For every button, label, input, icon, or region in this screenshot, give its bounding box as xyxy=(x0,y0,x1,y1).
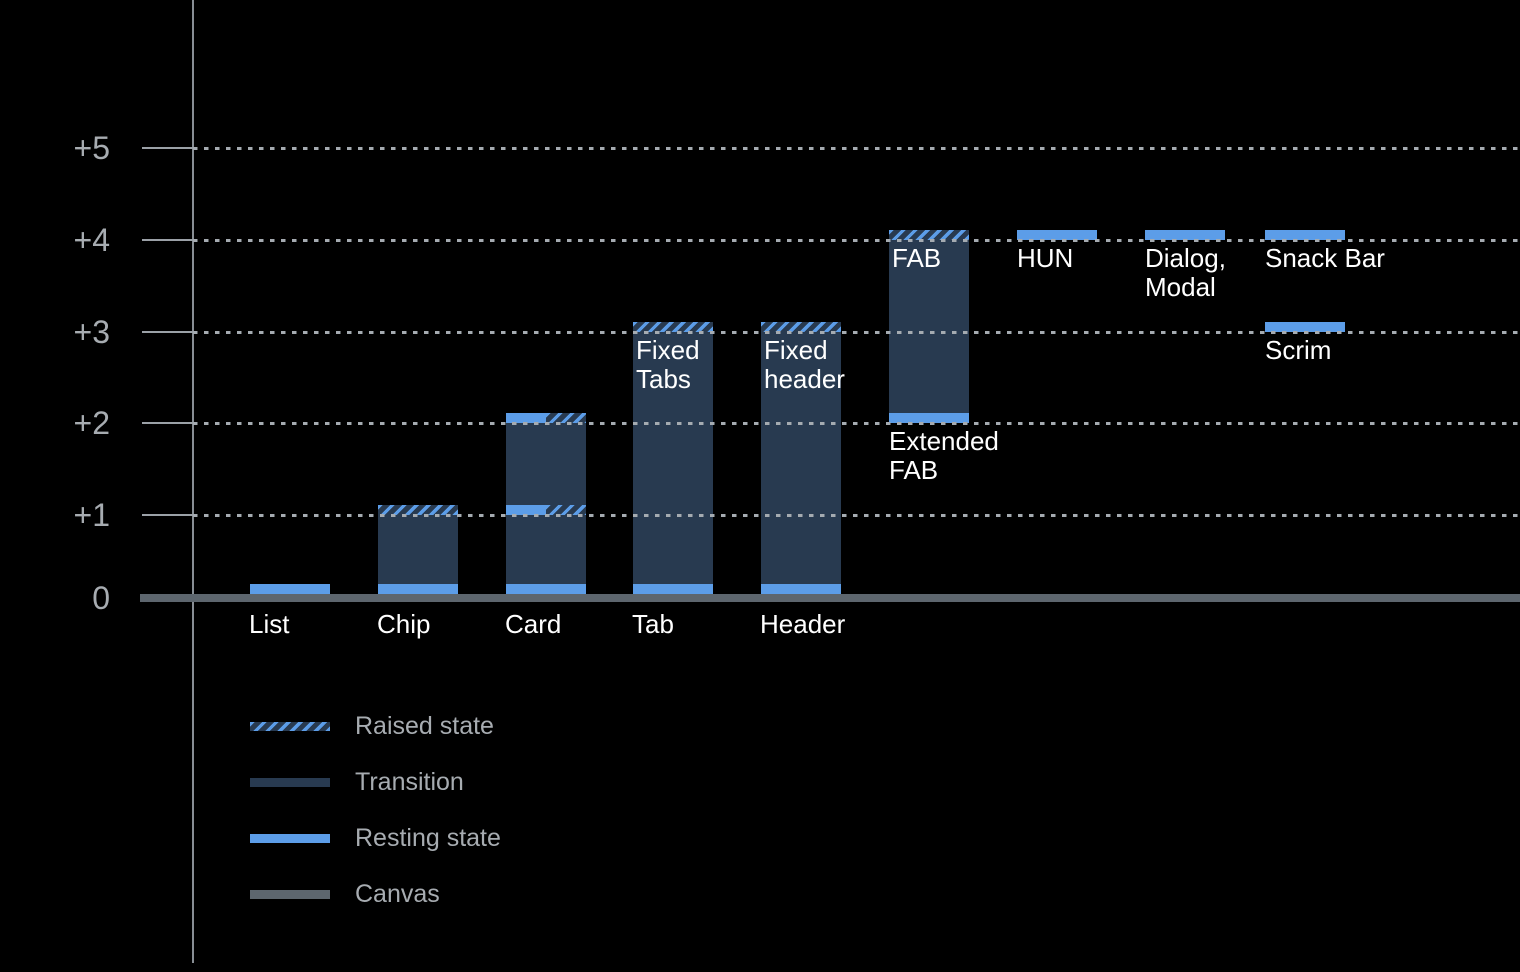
y-tick-+2 xyxy=(142,422,193,424)
bar-label-snack-bar: Snack Bar xyxy=(1265,242,1385,273)
bar-segment-transition-header xyxy=(761,331,841,584)
y-tick-+4 xyxy=(142,239,193,241)
y-tick-label-+5: +5 xyxy=(73,130,110,166)
bar-label-list: List xyxy=(249,609,290,639)
bar-segment-resting-header xyxy=(761,584,841,594)
bar-segment-raised-extended-fab xyxy=(889,229,969,240)
y-tick-label-+3: +3 xyxy=(73,314,110,350)
bar-inner-label-header: Fixed header xyxy=(764,334,845,394)
bar-segment-resting-card xyxy=(506,584,586,594)
bar-segment-resting-list xyxy=(250,584,330,594)
bar-segment-raised-tab xyxy=(633,321,713,332)
bar-segment-raised-half-card xyxy=(546,505,586,516)
legend-swatch-raised xyxy=(250,721,330,731)
legend-row-resting: Resting state xyxy=(250,823,501,853)
legend-swatch-canvas xyxy=(250,889,330,899)
bar-label-scrim: Scrim xyxy=(1265,334,1332,365)
y-tick-label-0: 0 xyxy=(92,580,110,616)
bar-label-chip: Chip xyxy=(377,609,431,639)
legend-row-transition: Transition xyxy=(250,767,501,797)
legend-row-raised: Raised state xyxy=(250,711,501,741)
bar-segment-raised-header xyxy=(761,321,841,332)
legend-label-raised: Raised state xyxy=(355,711,494,740)
bar-label-dialog-modal: Dialog, Modal xyxy=(1145,242,1226,302)
bar-segment-resting-dialog-modal xyxy=(1145,229,1225,240)
legend: Raised state Transition Resting state Canva… xyxy=(250,711,501,935)
bar-segment-transition-extended-fab xyxy=(889,239,969,414)
bar-inner-label-tab: Fixed Tabs xyxy=(636,334,700,394)
gridline-+2 xyxy=(193,422,1520,425)
y-axis-line xyxy=(192,0,194,963)
bar-label-tab: Tab xyxy=(632,609,674,639)
bar-segment-resting-half-card xyxy=(506,505,546,516)
bar-segment-resting-scrim xyxy=(1265,321,1345,332)
gridline-+5 xyxy=(193,147,1520,150)
y-tick-+5 xyxy=(142,147,193,149)
y-tick-+3 xyxy=(142,331,193,333)
bar-segment-resting-half-card xyxy=(506,413,546,424)
bar-segment-transition-card xyxy=(506,515,586,584)
legend-label-resting: Resting state xyxy=(355,823,501,852)
bar-label-extended-fab: Extended FAB xyxy=(889,426,999,486)
y-tick-label-+1: +1 xyxy=(73,497,110,533)
bar-segment-raised-half-card xyxy=(546,413,586,424)
legend-swatch-transition xyxy=(250,777,330,787)
gridline-+1 xyxy=(193,514,1520,517)
gridline-+3 xyxy=(193,331,1520,334)
bar-segment-resting-tab xyxy=(633,584,713,594)
bar-segment-transition-chip xyxy=(378,515,458,584)
bar-segment-raised-chip xyxy=(378,505,458,516)
legend-swatch-resting xyxy=(250,833,330,843)
bar-segment-transition-tab xyxy=(633,331,713,584)
bar-label-card: Card xyxy=(505,609,562,639)
bar-segment-resting-snack-bar xyxy=(1265,229,1345,240)
bar-segment-resting-raised-card xyxy=(506,413,586,424)
canvas-baseline xyxy=(140,594,1520,602)
bar-segment-resting-chip xyxy=(378,584,458,594)
y-tick-+1 xyxy=(142,514,193,516)
bar-label-hun: HUN xyxy=(1017,242,1074,273)
bar-segment-resting-raised-card xyxy=(506,505,586,516)
bar-label-header: Header xyxy=(760,609,846,639)
bar-segment-resting-hun xyxy=(1017,229,1097,240)
legend-label-transition: Transition xyxy=(355,767,464,796)
bar-inner-label-extended-fab: FAB xyxy=(892,242,942,273)
legend-row-canvas: Canvas xyxy=(250,879,501,909)
legend-label-canvas: Canvas xyxy=(355,879,440,908)
bar-segment-transition-card xyxy=(506,423,586,506)
bar-segment-resting-extended-fab xyxy=(889,413,969,424)
y-tick-label-+4: +4 xyxy=(73,222,110,258)
gridline-+4 xyxy=(193,239,1520,242)
y-tick-label-+2: +2 xyxy=(73,405,110,441)
